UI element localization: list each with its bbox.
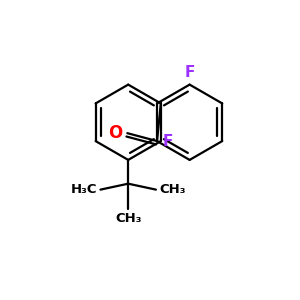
Text: F: F: [184, 65, 195, 80]
Text: CH₃: CH₃: [115, 212, 142, 225]
Text: H₃C: H₃C: [71, 183, 98, 196]
Text: CH₃: CH₃: [159, 183, 185, 196]
Text: O: O: [108, 124, 122, 142]
Text: F: F: [163, 134, 173, 148]
